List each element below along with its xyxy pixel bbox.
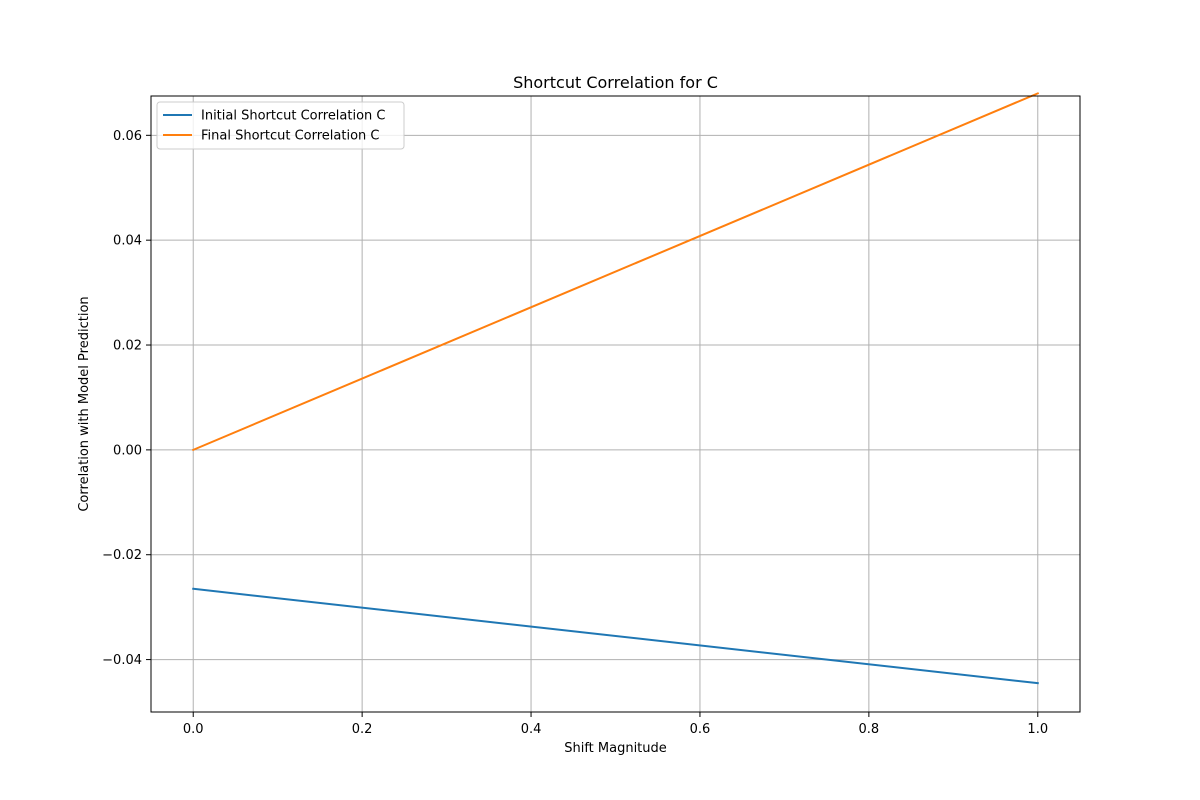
x-axis-label: Shift Magnitude (564, 741, 667, 756)
series-line-2 (191, 92, 1040, 452)
y-tick-label: 0.06 (113, 129, 142, 144)
y-tick-label: 0.02 (113, 339, 142, 354)
x-axis: 0.0 0.2 0.4 0.6 0.8 1.0 (183, 712, 1048, 737)
series-line-1 (192, 587, 1039, 685)
y-tick-label: −0.04 (102, 653, 142, 668)
x-tick-label: 0.4 (521, 722, 542, 737)
legend: Initial Shortcut Correlation C Final Shor… (156, 101, 405, 150)
grid (151, 96, 1080, 712)
legend-label-1: Initial Shortcut Correlation C (201, 109, 386, 124)
x-tick-label: 0.0 (183, 722, 204, 737)
chart-title: Shortcut Correlation for C (513, 73, 718, 92)
legend-box (156, 101, 405, 150)
y-axis: −0.04 −0.02 0.00 0.02 0.04 0.06 (102, 129, 151, 668)
x-tick-label: 0.6 (690, 722, 711, 737)
y-tick-label: 0.00 (113, 443, 142, 458)
x-tick-label: 0.8 (859, 722, 880, 737)
legend-label-2: Final Shortcut Correlation C (201, 129, 380, 144)
x-tick-label: 1.0 (1027, 722, 1048, 737)
y-axis-label: Correlation with Model Prediction (77, 296, 92, 511)
series-lines (191, 92, 1040, 685)
y-tick-label: −0.02 (102, 548, 142, 563)
x-tick-label: 0.2 (352, 722, 373, 737)
plot-frame (150, 95, 1081, 713)
y-tick-label: 0.04 (113, 234, 142, 249)
